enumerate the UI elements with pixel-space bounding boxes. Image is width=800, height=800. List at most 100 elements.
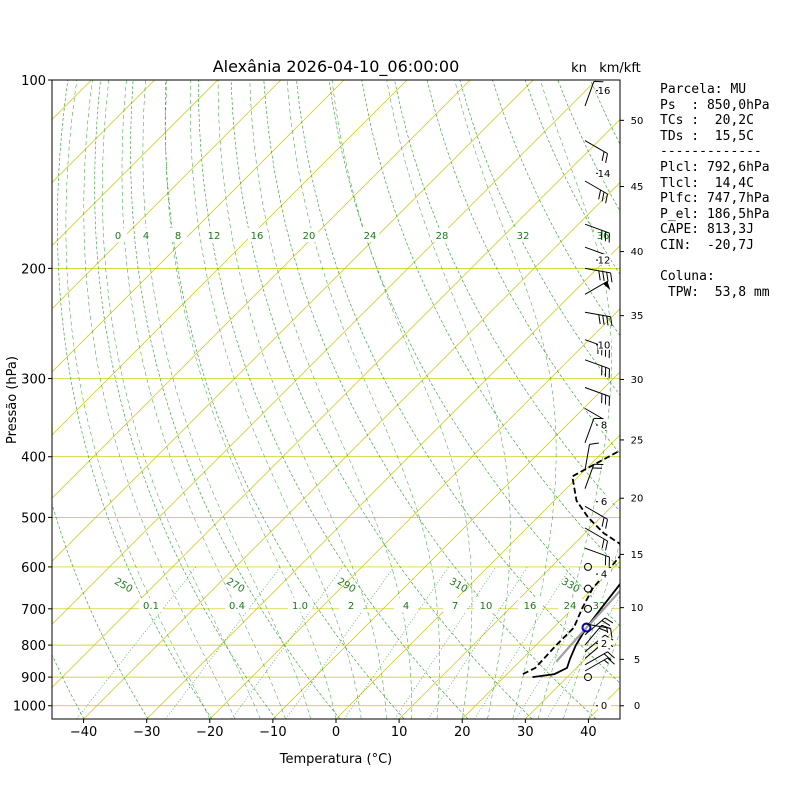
calm-wind-marker bbox=[584, 584, 592, 593]
y-tick-label: 300 bbox=[21, 373, 46, 388]
wind-barb-staff bbox=[584, 359, 610, 370]
isotherm-label: 0 bbox=[115, 231, 121, 242]
wind-barb-flag bbox=[598, 627, 609, 633]
mixing-ratio-label-bg bbox=[394, 598, 418, 612]
profile-lines bbox=[522, 449, 620, 678]
wind-barb bbox=[584, 547, 610, 567]
mixing-ratio-label: 10 bbox=[480, 601, 493, 612]
mixing-ratio-label-bg bbox=[474, 598, 498, 612]
dry-adiabat-line bbox=[328, 80, 620, 627]
dry-adiabat-line bbox=[394, 80, 620, 512]
wind-barb-flag bbox=[601, 517, 605, 527]
kft-tick-label: 10 bbox=[631, 603, 644, 614]
wind-barb-flag bbox=[604, 555, 607, 566]
x-tick-label: 20 bbox=[454, 725, 471, 740]
info-line-pel: P_el: 186,5hPa bbox=[660, 206, 770, 222]
wind-barb-flag bbox=[601, 620, 611, 626]
kft-tick-label: 15 bbox=[631, 550, 644, 561]
isotherm-line bbox=[52, 80, 597, 625]
isotherm-line bbox=[52, 80, 218, 247]
x-tick-label: 0 bbox=[332, 725, 340, 740]
mixing-ratio-line bbox=[231, 566, 343, 719]
wind-barb-staff bbox=[584, 657, 608, 672]
isotherm-label: 20 bbox=[303, 231, 316, 242]
isotherm-label: 28 bbox=[436, 231, 449, 242]
km-tick-label-bg bbox=[598, 637, 611, 649]
y-tick-label: 600 bbox=[21, 561, 46, 576]
sounding-info-panel: Parcela: MU Ps : 850,0hPa TCs : 20,2C TD… bbox=[660, 82, 770, 300]
background-lines bbox=[52, 80, 620, 719]
calm-wind-marker bbox=[584, 673, 592, 682]
dry-adiabat-line bbox=[230, 80, 533, 719]
wind-barb-flag bbox=[604, 367, 607, 377]
wind-barb-flag bbox=[608, 233, 610, 243]
dry-adiabat-line bbox=[426, 80, 620, 455]
isotherm-line bbox=[335, 434, 620, 719]
wind-barb-flag bbox=[602, 271, 605, 281]
wind-barb-staff bbox=[584, 623, 611, 629]
km-tick-label-bg bbox=[598, 338, 611, 350]
isotherm-line bbox=[52, 118, 620, 688]
info-line-plfc: Plfc: 747,7hPa bbox=[660, 191, 770, 207]
wind-barb-flag bbox=[604, 395, 607, 405]
dry-adiabat-line bbox=[94, 80, 277, 719]
x-tick-label: 30 bbox=[517, 725, 534, 740]
km-tick-label-bg bbox=[598, 419, 611, 431]
moist-adiabat-line bbox=[165, 80, 337, 719]
wind-barb-flag bbox=[605, 193, 609, 204]
dry-adiabat-line bbox=[57, 80, 213, 719]
wind-barb bbox=[584, 223, 610, 243]
wind-barb-flag bbox=[604, 231, 607, 242]
dry-adiabat-line bbox=[296, 80, 620, 684]
height-axis-label: km/kft bbox=[599, 61, 641, 76]
y-tick-label: 800 bbox=[21, 639, 46, 654]
y-tick-label: 100 bbox=[21, 74, 46, 89]
km-tick-label-bg bbox=[598, 254, 611, 266]
wind-barb bbox=[584, 651, 615, 666]
info-line-plcl: Plcl: 792,6hPa bbox=[660, 159, 770, 175]
wind-barb-flag bbox=[605, 540, 609, 551]
mixing-ratio-label: 0.4 bbox=[229, 601, 245, 612]
wind-barb-flag bbox=[598, 270, 601, 281]
wind-barb-staff bbox=[584, 505, 608, 520]
x-tick-label: −20 bbox=[196, 725, 223, 740]
mixing-ratio-label: 7 bbox=[452, 601, 458, 612]
wind-barb bbox=[584, 387, 610, 406]
wind-barb-flag bbox=[602, 315, 605, 325]
kft-tick-label: 40 bbox=[631, 247, 644, 258]
mixing-ratio-label: 4 bbox=[403, 601, 409, 612]
dry-adiabat-line bbox=[459, 80, 620, 396]
isotherm-line bbox=[52, 80, 345, 373]
wind-barb bbox=[584, 359, 610, 379]
isotherm-label-bg bbox=[109, 228, 127, 242]
wind-axis-label: kn bbox=[571, 61, 587, 76]
wind-barb-flag bbox=[601, 191, 605, 202]
kft-tick-label: 45 bbox=[631, 182, 644, 193]
wind-barb-flag bbox=[608, 396, 610, 406]
wind-barb-flag bbox=[601, 624, 611, 630]
isotherm-line bbox=[272, 371, 620, 719]
dry-adiabat-line bbox=[52, 502, 149, 719]
y-tick-label: 400 bbox=[21, 451, 46, 466]
y-tick-label: 500 bbox=[21, 511, 46, 526]
km-tick-label: 0 bbox=[601, 701, 607, 712]
chart-title: Alexânia 2026-04-10_06:00:00 bbox=[213, 57, 460, 77]
wind-barb-staff bbox=[584, 140, 608, 155]
info-line-tds: TDs : 15,5C bbox=[660, 128, 754, 144]
kft-tick-label: 0 bbox=[634, 701, 640, 712]
mixing-ratio-line bbox=[285, 566, 394, 719]
wind-barb-flag bbox=[593, 417, 604, 420]
wind-barb-staff bbox=[584, 311, 611, 318]
kft-tick-label: 20 bbox=[631, 494, 644, 505]
info-line-cape: CAPE: 813,3J bbox=[660, 222, 754, 238]
kft-tick-label: 30 bbox=[631, 375, 644, 386]
isotherm-label: 4 bbox=[143, 231, 149, 242]
km-tick-label: 6 bbox=[601, 497, 607, 508]
km-tick-label-bg bbox=[598, 568, 611, 580]
dry-adiabat-line bbox=[263, 80, 597, 719]
isotherm-label-bg bbox=[205, 228, 223, 242]
mixing-ratio-label: 16 bbox=[524, 601, 537, 612]
y-tick-label: 700 bbox=[21, 603, 46, 618]
isotherm-line bbox=[146, 245, 620, 719]
mixing-ratio-label-bg bbox=[558, 598, 582, 612]
